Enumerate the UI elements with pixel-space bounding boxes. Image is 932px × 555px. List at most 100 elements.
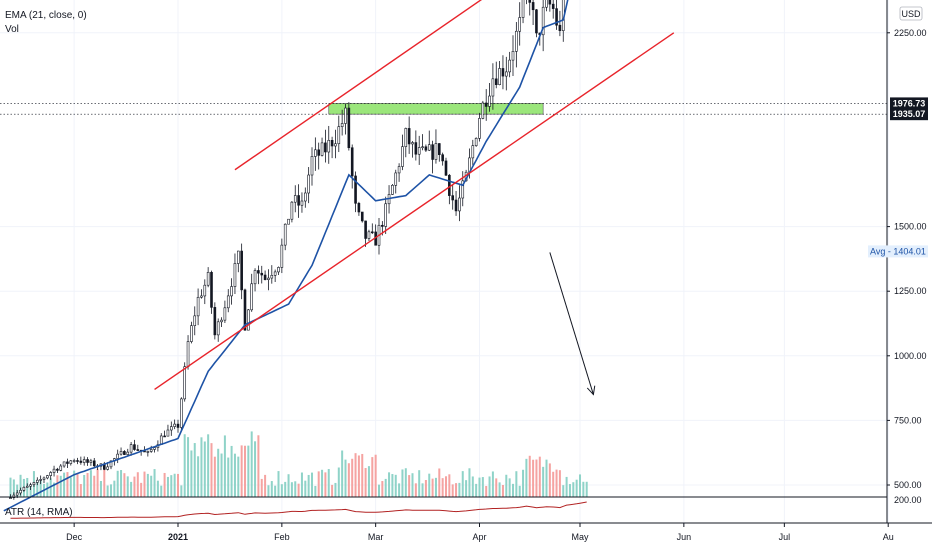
candle-body [216, 321, 220, 336]
volume-bar [66, 472, 69, 497]
volume-bar [200, 437, 203, 497]
candle-body [223, 307, 227, 321]
candle-body [106, 466, 109, 470]
volume-bar [163, 472, 166, 497]
volume-bar [324, 472, 327, 497]
volume-bar [284, 481, 287, 497]
candle-body [461, 180, 465, 199]
volume-bar [565, 476, 568, 497]
volume-bar [187, 437, 190, 497]
level-low-tag-value: 1935.07 [893, 109, 926, 119]
volume-bar [327, 469, 330, 497]
volume-bar [334, 482, 337, 497]
candle-body [226, 295, 230, 309]
volume-bar [12, 479, 15, 497]
candle-body [190, 325, 193, 342]
volume-bar [401, 469, 404, 497]
volume-bar [210, 443, 213, 497]
volume-bar [522, 469, 525, 497]
candle-body [360, 211, 364, 222]
volume-bar [250, 431, 253, 497]
candle-body [290, 201, 294, 220]
volume-bar [532, 459, 535, 497]
candle-body [531, 2, 535, 11]
volume-bar [183, 434, 186, 497]
candle-body [220, 319, 223, 323]
candle-body [186, 341, 190, 367]
volume-bar [267, 485, 270, 497]
candle-body [15, 492, 19, 496]
candle-body [320, 142, 324, 156]
volume-bar [93, 475, 96, 497]
candle-body [203, 284, 207, 297]
x-tick-label: Feb [274, 532, 290, 542]
volume-bar [578, 474, 582, 497]
volume-bar [458, 482, 461, 497]
drawings [0, 0, 887, 396]
volume-bar [431, 478, 434, 497]
candle-body [133, 444, 136, 450]
candle-body [293, 195, 297, 203]
volume-bar [444, 476, 448, 497]
downtrend-arrow [549, 252, 594, 395]
volume-bar [552, 471, 555, 497]
volume-bar [170, 475, 173, 497]
volume-bar [153, 469, 156, 497]
volume-bar [421, 483, 424, 497]
volume-bar [86, 472, 89, 497]
volume-bar [240, 445, 243, 497]
volume-bar [193, 443, 196, 497]
volume-bar [213, 456, 216, 497]
candle-body [481, 102, 485, 119]
volume-bar [280, 484, 283, 497]
volume-bar [133, 476, 136, 497]
volume-bar [361, 453, 364, 497]
volume-bar [89, 470, 92, 497]
candle-body [494, 78, 498, 85]
volume-bar [455, 483, 458, 497]
candle-body [240, 250, 243, 291]
candle-body [384, 203, 388, 227]
volume-bar [572, 482, 575, 497]
candle-body [471, 145, 475, 159]
candle-body [193, 315, 197, 326]
volume-bar [545, 459, 548, 497]
x-tick-label: Dec [66, 532, 83, 542]
volume-bar [448, 474, 451, 497]
volume-bar [408, 475, 411, 497]
volume-bar [501, 484, 504, 497]
volume-bar [317, 471, 320, 497]
volume-bar [277, 471, 280, 497]
volume-bar [424, 480, 427, 497]
y-tick-label: 1500.00 [894, 222, 927, 232]
x-tick-label: May [571, 532, 589, 542]
candle-body [66, 461, 69, 464]
candle-body [243, 289, 247, 331]
candle-body [32, 482, 36, 486]
volume-bar [367, 466, 370, 497]
candle-body [263, 274, 267, 280]
volume-bar [384, 478, 387, 497]
candle-body [52, 468, 56, 473]
ema-indicator-label[interactable]: EMA (21, close, 0) [5, 10, 87, 21]
volume-bar [254, 441, 257, 497]
volume-bar [220, 453, 223, 497]
candle-body [56, 468, 59, 471]
candle-body [166, 429, 170, 437]
volume-bar [548, 463, 551, 497]
candle-body [173, 423, 176, 427]
atr-indicator-label[interactable]: ATR (14, RMA) [5, 507, 73, 518]
vol-indicator-label[interactable]: Vol [5, 24, 19, 35]
volume-bar [126, 476, 129, 497]
volume-bar [310, 472, 314, 497]
volume-bar [56, 475, 59, 497]
volume-bar [260, 478, 263, 497]
candle-body [260, 272, 264, 276]
candle-body [337, 126, 341, 145]
level-high-tag-value: 1976.73 [893, 98, 926, 108]
currency-badge-label: USD [901, 9, 921, 19]
volume-bar [321, 469, 324, 497]
volume-bar [485, 485, 488, 497]
